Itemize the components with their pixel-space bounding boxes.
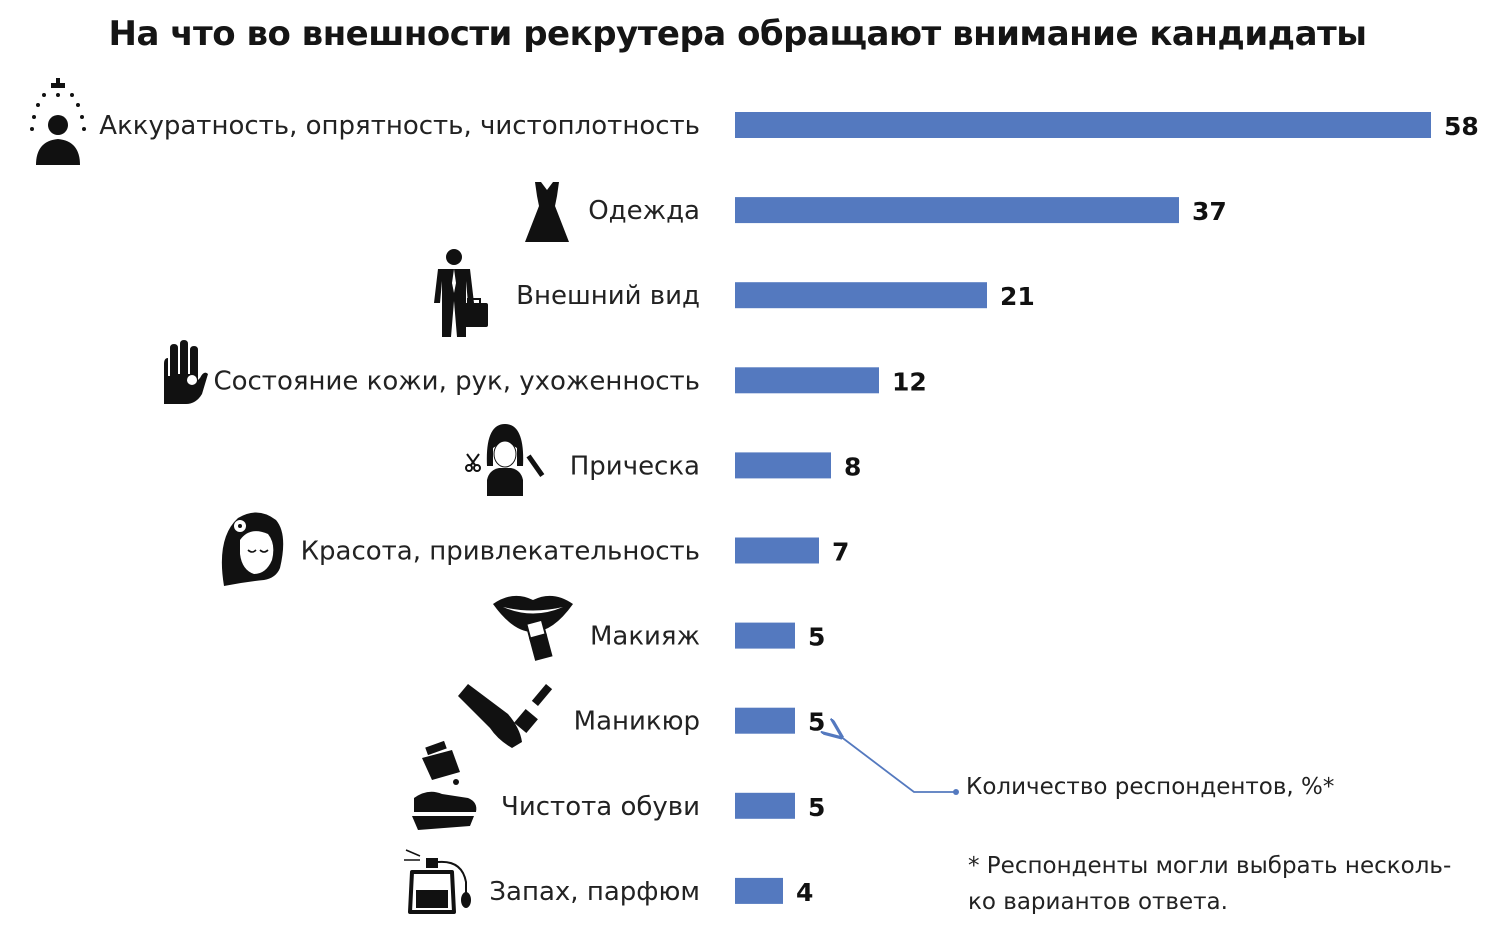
nail-polish-icon xyxy=(458,684,553,748)
annotation-dot xyxy=(953,789,959,795)
bar xyxy=(735,877,783,904)
value-label: 5 xyxy=(808,708,825,737)
footnote-line-1: * Респонденты могли выбрать несколь- xyxy=(968,853,1452,879)
category-label: Маникюр xyxy=(574,707,700,737)
value-label: 4 xyxy=(796,878,813,907)
bar xyxy=(735,537,819,564)
annotation-arrow xyxy=(840,736,958,793)
category-label: Аккуратность, опрятность, чистоплотность xyxy=(99,111,700,141)
businessman-icon xyxy=(434,249,488,337)
annotation-label: Количество респондентов, %* xyxy=(966,774,1335,800)
footnote: * Респонденты могли выбрать несколь- ко … xyxy=(968,848,1488,920)
bar xyxy=(735,197,1179,224)
category-label: Запах, парфюм xyxy=(489,877,700,907)
hand-icon xyxy=(164,340,208,404)
category-label: Макияж xyxy=(590,622,700,652)
bar xyxy=(735,622,795,649)
bar xyxy=(735,112,1431,138)
category-label: Внешний вид xyxy=(516,281,700,311)
category-label: Состояние кожи, рук, ухоженность xyxy=(213,366,700,396)
lips-lipstick-icon xyxy=(493,595,573,661)
category-label: Прическа xyxy=(570,451,700,481)
value-label: 21 xyxy=(1000,282,1035,311)
dress-icon xyxy=(525,182,569,242)
woman-face-icon xyxy=(221,512,284,586)
chart-title: На что во внешности рекрутера обращают в… xyxy=(108,14,1367,54)
value-label: 37 xyxy=(1192,197,1227,226)
hairstyle-icon xyxy=(465,424,545,496)
footnote-line-2: ко вариантов ответа. xyxy=(968,889,1228,915)
value-label: 12 xyxy=(892,367,927,396)
shower-person-icon xyxy=(30,78,86,165)
bar xyxy=(735,452,831,479)
bar xyxy=(735,707,795,734)
shoe-polish-icon xyxy=(412,740,477,830)
value-label: 58 xyxy=(1444,112,1479,141)
bar xyxy=(735,282,987,309)
value-label: 7 xyxy=(832,538,849,567)
bar xyxy=(735,367,879,394)
perfume-icon xyxy=(404,849,471,914)
value-label: 5 xyxy=(808,623,825,652)
category-label: Одежда xyxy=(588,196,700,226)
category-label: Красота, привлекательность xyxy=(301,537,700,567)
value-label: 5 xyxy=(808,793,825,822)
bar xyxy=(735,792,795,819)
value-label: 8 xyxy=(844,452,861,481)
category-label: Чистота обуви xyxy=(501,792,700,822)
